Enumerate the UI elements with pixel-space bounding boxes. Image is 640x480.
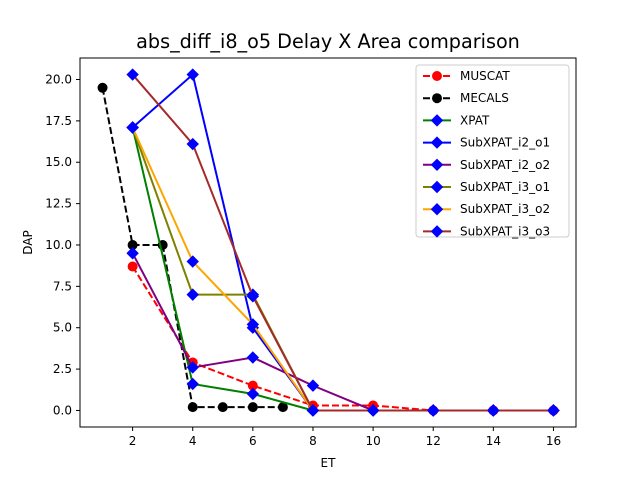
legend-label-mecals: MECALS <box>460 91 509 105</box>
y-tick-label: 5.0 <box>53 321 72 335</box>
data-point-subxpat-i2-o2 <box>306 379 320 392</box>
data-point-subxpat-i3-o3 <box>246 290 260 303</box>
x-axis-label: ET <box>321 456 337 470</box>
data-point-subxpat-i3-o3 <box>306 404 320 417</box>
axis-ticks: 2 4 6 8 10 12 14 16 0.0 2.5 5.0 7.5 10.0 12.5 15.0 17.5… <box>45 73 561 448</box>
y-tick-label: 2.5 <box>53 362 72 376</box>
legend-marker-subxpat-i2-o1 <box>430 136 444 149</box>
x-tick-label: 4 <box>189 434 197 448</box>
legend-marker-subxpat-i3-o2 <box>430 202 444 216</box>
x-tick-label: 16 <box>546 434 561 448</box>
data-point-subxpat-i3-o2 <box>186 255 199 268</box>
data-point-mecals <box>97 82 108 93</box>
x-tick-label: 10 <box>365 434 380 448</box>
legend-label-xpat: XPAT <box>460 113 490 127</box>
data-point-subxpat-i3-o3 <box>427 404 440 417</box>
legend-marker-subxpat-i2-o2 <box>430 158 444 172</box>
x-tick-label: 2 <box>129 434 137 448</box>
legend-label-muscat: MUSCAT <box>460 69 510 83</box>
y-tick-label: 17.5 <box>45 114 72 128</box>
y-tick-label: 10.0 <box>45 238 72 252</box>
x-tick-label: 14 <box>486 434 501 448</box>
legend-marker-xpat <box>430 114 444 127</box>
legend: MUSCAT MECALS XPAT SubXPAT_i2_o1 SubXPAT_i2_… <box>415 64 570 238</box>
data-point-subxpat-i3-o3 <box>547 404 560 417</box>
series-line-subxpat-i3-o3 <box>131 73 554 412</box>
data-point-subxpat-i3-o2 <box>246 318 260 331</box>
data-point-subxpat-i2-o2 <box>126 247 139 260</box>
data-point-subxpat-i3-o1 <box>186 288 199 301</box>
data-point-mecals <box>217 402 228 413</box>
x-tick-label: 8 <box>309 434 317 448</box>
legend-label-subxpat-i3-o2: SubXPAT_i3_o2 <box>460 202 550 216</box>
legend-marker-mecals <box>432 93 442 104</box>
legend-label-subxpat-i3-o1: SubXPAT_i3_o1 <box>460 180 550 194</box>
data-point-xpat <box>186 377 199 391</box>
legend-label-subxpat-i2-o2: SubXPAT_i2_o2 <box>460 158 550 172</box>
series-mecals <box>97 82 288 413</box>
y-axis-label: DAP <box>21 230 35 254</box>
data-point-subxpat-i2-o2 <box>186 361 199 374</box>
data-point-subxpat-i3-o3 <box>487 404 500 417</box>
series-subxpat-i3-o3 <box>126 68 560 417</box>
series-layer <box>97 68 560 417</box>
data-point-subxpat-i3-o2 <box>126 121 139 134</box>
y-tick-label: 20.0 <box>45 73 72 87</box>
legend-box <box>415 64 570 238</box>
legend-marker-muscat <box>432 71 442 81</box>
data-point-subxpat-i3-o3 <box>126 68 139 81</box>
x-tick-label: 12 <box>426 434 441 448</box>
data-point-subxpat-i2-o1 <box>186 68 199 81</box>
x-tick-label: 6 <box>249 434 257 448</box>
y-tick-label: 7.5 <box>53 279 72 293</box>
y-tick-label: 0.0 <box>53 403 72 417</box>
legend-label-subxpat-i2-o1: SubXPAT_i2_o1 <box>460 136 550 150</box>
legend-label-subxpat-i3-o3: SubXPAT_i3_o3 <box>460 224 550 238</box>
data-point-subxpat-i3-o3 <box>186 137 199 151</box>
legend-marker-subxpat-i3-o1 <box>430 180 444 194</box>
y-tick-label: 12.5 <box>45 197 72 211</box>
data-point-subxpat-i3-o3 <box>366 404 380 417</box>
chart-title: abs_diff_i8_o5 Delay X Area comparison <box>136 30 520 53</box>
y-tick-label: 15.0 <box>45 155 72 169</box>
data-point-mecals <box>187 402 198 413</box>
data-point-muscat <box>127 261 138 272</box>
legend-marker-subxpat-i3-o3 <box>430 225 444 238</box>
data-point-xpat <box>246 387 260 401</box>
data-point-mecals <box>247 402 258 413</box>
data-point-subxpat-i2-o2 <box>246 351 260 364</box>
